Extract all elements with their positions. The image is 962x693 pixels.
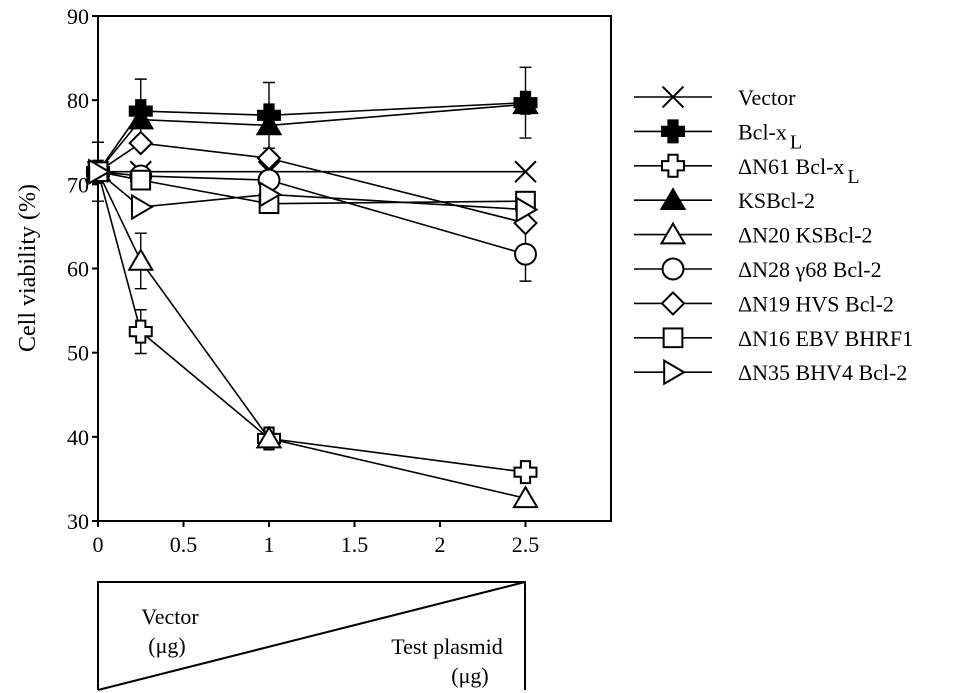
legend-label: ΔN20 KSBcl-2 <box>738 223 873 248</box>
legend-item: KSBcl-2 <box>634 187 815 213</box>
legend-item: ΔN35 BHV4 Bcl-2 <box>634 358 907 386</box>
data-point <box>128 130 154 156</box>
plot-area <box>97 15 612 522</box>
data-point <box>514 242 537 266</box>
x-tick-label: 1 <box>264 532 275 557</box>
legend-item: ΔN19 HVS Bcl-2 <box>634 290 894 316</box>
data-markers <box>84 90 539 509</box>
legend-label: ΔN35 BHV4 Bcl-2 <box>738 360 907 385</box>
legend-label: Bcl-x L <box>738 119 802 153</box>
schematic-diagonal <box>97 581 526 691</box>
y-tick-label: 60 <box>67 257 89 282</box>
series-line <box>97 171 526 500</box>
data-point <box>127 247 155 271</box>
legend-marker <box>661 85 685 109</box>
legend-marker <box>662 327 684 349</box>
data-point <box>130 169 152 191</box>
series-line <box>97 142 526 224</box>
legend-item: ΔN20 KSBcl-2 <box>634 221 873 248</box>
legend-marker <box>661 153 685 178</box>
axes: 30 40 50 60 70 80 90 0 0.5 1 1.5 2 2.5 <box>67 4 539 557</box>
dose-schematic: Vector (μg) Test plasmid (μg) <box>97 581 526 691</box>
legend-label: ΔN16 EBV BHRF1 <box>738 326 913 351</box>
data-point <box>127 106 155 130</box>
schematic-frame <box>97 581 526 690</box>
x-tick-label: 0 <box>93 532 104 557</box>
data-point <box>514 160 537 183</box>
legend-subscript: L <box>847 166 859 188</box>
legend-item: Bcl-x L <box>634 119 802 153</box>
data-point <box>255 112 283 136</box>
series-line <box>97 101 526 173</box>
legend-label: ΔN28 γ68 Bcl-2 <box>738 257 882 282</box>
legend-subscript: L <box>790 131 802 153</box>
data-point <box>512 91 539 115</box>
x-tick-label: 2 <box>435 532 446 557</box>
series-line <box>97 171 526 473</box>
data-point <box>513 460 538 485</box>
legend-marker <box>661 257 685 281</box>
data-point <box>128 319 153 344</box>
legend-item: ΔN61 Bcl-x L <box>634 153 860 188</box>
legend-marker <box>659 187 687 210</box>
data-point <box>259 181 282 208</box>
x-tick-label: 1.5 <box>341 532 369 557</box>
legend-item: ΔN28 γ68 Bcl-2 <box>634 257 882 282</box>
y-tick-label: 70 <box>67 172 89 197</box>
legend-marker <box>659 221 687 245</box>
legend-label: Vector <box>738 85 796 110</box>
y-tick-label: 30 <box>67 509 89 534</box>
series-line <box>97 103 526 173</box>
legend-label: ΔN19 HVS Bcl-2 <box>738 291 894 316</box>
data-point <box>515 196 539 223</box>
legend-marker <box>663 358 686 386</box>
legend-label: KSBcl-2 <box>738 188 815 213</box>
data-point <box>255 425 283 449</box>
y-tick-label: 90 <box>67 4 89 29</box>
y-tick-label: 40 <box>67 425 89 450</box>
test-plasmid-unit: (μg) <box>451 663 488 688</box>
x-tick-label: 0.5 <box>170 532 198 557</box>
legend-marker <box>661 119 685 144</box>
data-point <box>88 158 111 185</box>
series-line <box>97 171 526 211</box>
y-tick-label: 50 <box>67 341 89 366</box>
legend-item: Vector <box>634 85 796 110</box>
vector-label: Vector <box>141 604 199 629</box>
series-line <box>97 170 526 255</box>
y-tick-label: 80 <box>67 88 89 113</box>
series-lines <box>97 101 526 500</box>
legend-item: ΔN16 EBV BHRF1 <box>634 326 913 351</box>
data-point <box>130 193 154 221</box>
vector-unit: (μg) <box>148 633 185 658</box>
plot-frame <box>97 15 612 522</box>
legend-marker <box>660 290 686 316</box>
legend-label: ΔN61 Bcl-x L <box>738 154 860 188</box>
error-bars <box>92 66 532 355</box>
data-point <box>256 145 282 171</box>
test-plasmid-label: Test plasmid <box>391 634 503 659</box>
data-point <box>512 485 539 509</box>
y-axis-label: Cell viability (%) <box>15 184 41 352</box>
x-tick-label: 2.5 <box>512 532 540 557</box>
